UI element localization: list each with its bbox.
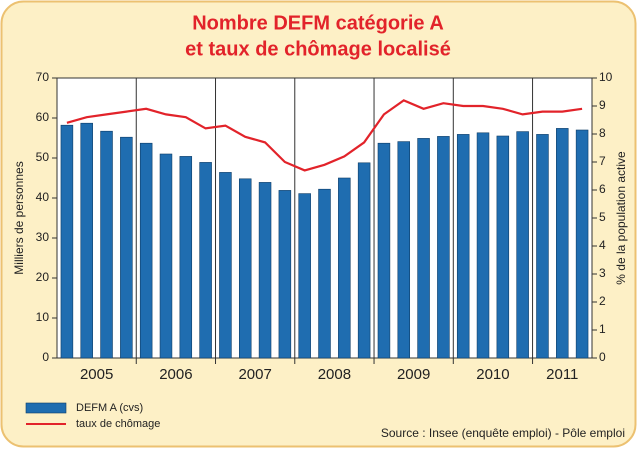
bar <box>397 141 411 359</box>
bar <box>357 162 371 359</box>
bar <box>536 134 549 359</box>
bar <box>139 142 153 359</box>
bar <box>100 130 113 359</box>
bar <box>377 142 391 359</box>
y2-axis-label: % de la population active <box>614 151 628 285</box>
y-axis-label: Milliers de personnes <box>12 161 26 274</box>
x-tick-label: 2008 <box>318 366 351 383</box>
bar <box>417 138 430 359</box>
bar <box>437 136 450 359</box>
y2-tick-label: 5 <box>599 210 606 224</box>
bar <box>219 172 232 359</box>
bar <box>496 135 510 359</box>
bar <box>516 131 529 359</box>
y2-tick-label: 10 <box>599 70 613 84</box>
y-tick-label: 40 <box>36 190 50 204</box>
bar <box>199 162 212 359</box>
bar <box>120 136 133 359</box>
legend-label: DEFM A (cvs) <box>76 402 143 414</box>
y2-tick-label: 2 <box>599 294 606 308</box>
y2-tick-label: 7 <box>599 154 606 168</box>
y2-tick-label: 3 <box>599 266 606 280</box>
chart-title: Nombre DEFM catégorie A <box>192 12 444 34</box>
y-tick-label: 10 <box>36 310 50 324</box>
y2-tick-label: 8 <box>599 126 606 140</box>
bar <box>179 156 193 359</box>
y2-tick-label: 4 <box>599 238 606 252</box>
y-tick-label: 20 <box>36 270 50 284</box>
y2-tick-label: 9 <box>599 98 606 112</box>
bar <box>456 134 470 359</box>
bar <box>575 129 589 359</box>
y-tick-label: 30 <box>36 230 50 244</box>
x-tick-label: 2009 <box>397 366 430 383</box>
bar <box>338 177 351 359</box>
bar <box>298 193 311 359</box>
legend-swatch <box>25 402 67 414</box>
bar <box>80 122 93 359</box>
y-tick-label: 0 <box>42 350 49 364</box>
legend-label: taux de chômage <box>76 418 160 430</box>
x-tick-label: 2005 <box>80 366 113 383</box>
bar <box>556 128 569 359</box>
line-series <box>66 99 583 172</box>
y2-tick-label: 1 <box>599 322 606 336</box>
x-tick-label: 2010 <box>476 366 509 383</box>
bar <box>159 153 173 359</box>
bar <box>238 178 252 359</box>
bar <box>60 124 74 359</box>
bar <box>278 190 292 359</box>
y-tick-label: 60 <box>36 110 50 124</box>
bar <box>318 188 331 359</box>
y-tick-label: 70 <box>36 70 50 84</box>
bar <box>258 182 272 359</box>
x-tick-label: 2006 <box>159 366 192 383</box>
y2-tick-label: 0 <box>599 350 606 364</box>
source: Source : Insee (enquête emploi) - Pôle e… <box>381 426 625 440</box>
chart-title: et taux de chômage localisé <box>185 38 451 60</box>
x-tick-label: 2011 <box>546 366 578 383</box>
x-tick-label: 2007 <box>238 366 271 383</box>
y-tick-label: 50 <box>36 150 50 164</box>
y2-tick-label: 6 <box>599 182 606 196</box>
bar <box>476 132 490 359</box>
